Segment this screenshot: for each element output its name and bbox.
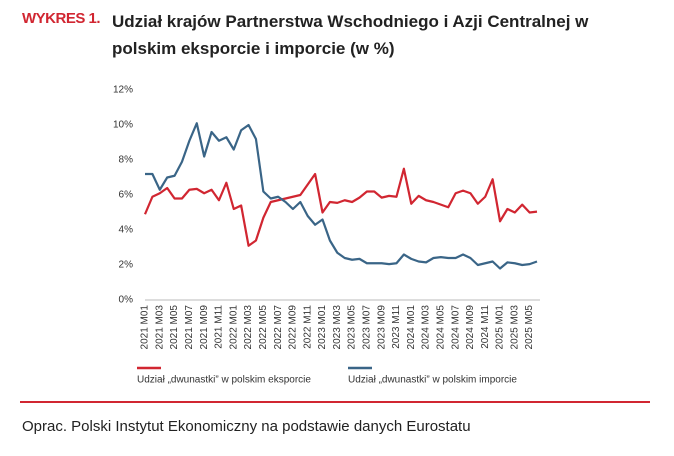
x-tick-label: 2021 M07: [184, 305, 195, 350]
chart-title: Udział krajów Partnerstwa Wschodniego i …: [112, 12, 589, 58]
x-tick-label: 2023 M01: [317, 305, 328, 350]
series-line: [145, 122, 538, 270]
x-tick-label: 2021 M05: [169, 305, 180, 350]
x-tick-label: 2023 M07: [362, 305, 373, 350]
x-tick-label: 2025 M03: [509, 305, 520, 350]
x-tick-label: 2022 M11: [302, 305, 313, 349]
x-tick-label: 2022 M03: [243, 305, 254, 350]
chart-label: WYKRES 1.: [22, 10, 101, 27]
y-tick-label: 4%: [119, 225, 134, 236]
x-tick-label: 2024 M05: [435, 305, 446, 350]
x-tick-label: 2021 M09: [199, 305, 210, 350]
x-tick-label: 2025 M01: [495, 305, 506, 350]
x-tick-label: 2021 M03: [154, 305, 165, 350]
x-tick-label: 2024 M09: [465, 305, 476, 350]
x-tick-label: 2024 M11: [480, 305, 491, 349]
x-tick-label: 2024 M07: [450, 305, 461, 350]
y-tick-label: 12%: [113, 85, 133, 96]
x-tick-label: 2021 M01: [140, 305, 151, 350]
x-tick-label: 2023 M03: [332, 305, 343, 350]
x-tick-label: 2023 M05: [347, 305, 358, 350]
x-tick-label: 2024 M01: [406, 305, 417, 350]
x-tick-label: 2023 M11: [391, 305, 402, 349]
x-tick-label: 2022 M07: [273, 305, 284, 350]
y-tick-label: 8%: [119, 155, 134, 166]
y-tick-label: 10%: [113, 120, 133, 131]
x-tick-label: 2022 M01: [228, 305, 239, 350]
y-tick-label: 6%: [119, 190, 134, 201]
x-tick-label: 2022 M05: [258, 305, 269, 350]
series-line: [143, 167, 538, 247]
legend-label: Udział „dwunastki” w polskim imporcie: [348, 375, 517, 386]
source: Oprac. Polski Instytut Ekonomiczny na po…: [22, 418, 471, 435]
x-tick-label: 2023 M09: [376, 305, 387, 350]
y-tick-label: 2%: [119, 260, 134, 271]
legend-label: Udział „dwunastki” w polskim eksporcie: [137, 375, 311, 386]
x-tick-label: 2025 M05: [524, 305, 535, 350]
x-tick-label: 2022 M09: [288, 305, 299, 350]
x-tick-label: 2024 M03: [421, 305, 432, 350]
x-tick-label: 2021 M11: [214, 305, 225, 349]
y-tick-label: 0%: [119, 295, 134, 306]
